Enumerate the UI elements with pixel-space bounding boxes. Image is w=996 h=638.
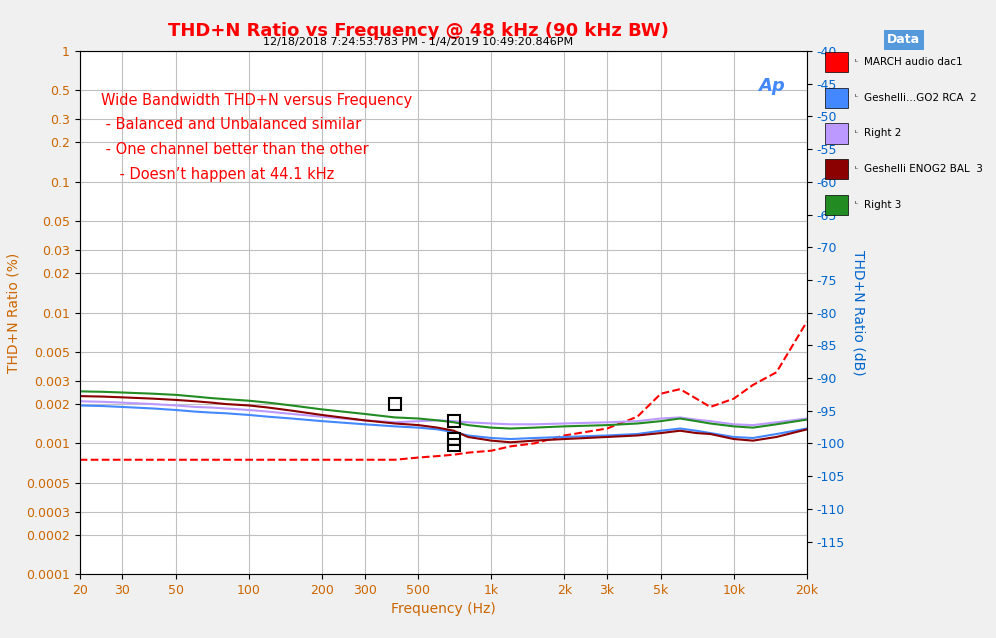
Text: THD+N Ratio vs Frequency @ 48 kHz (90 kHz BW): THD+N Ratio vs Frequency @ 48 kHz (90 kH…: [168, 22, 668, 40]
Text: Data: Data: [887, 33, 920, 47]
Bar: [825, 159, 848, 179]
Text: ᴸ: ᴸ: [855, 93, 858, 102]
Text: Geshelli...GO2 RCA  2: Geshelli...GO2 RCA 2: [865, 93, 977, 103]
Text: Ap: Ap: [758, 77, 785, 95]
Text: Wide Bandwidth THD+N versus Frequency
 - Balanced and Unbalanced similar
 - One : Wide Bandwidth THD+N versus Frequency - …: [102, 93, 412, 182]
Text: ᴸ: ᴸ: [855, 200, 858, 209]
Bar: [825, 123, 848, 144]
Text: ᴸ: ᴸ: [855, 129, 858, 138]
Text: Right 2: Right 2: [865, 128, 901, 138]
Bar: [825, 52, 848, 72]
Y-axis label: THD+N Ratio (dB): THD+N Ratio (dB): [852, 250, 866, 375]
X-axis label: Frequency (Hz): Frequency (Hz): [390, 602, 496, 616]
Text: Right 3: Right 3: [865, 200, 901, 210]
Text: ᴸ: ᴸ: [855, 165, 858, 174]
Y-axis label: THD+N Ratio (%): THD+N Ratio (%): [6, 253, 20, 373]
Text: 12/18/2018 7:24:53.783 PM - 1/4/2019 10:49:20.846PM: 12/18/2018 7:24:53.783 PM - 1/4/2019 10:…: [263, 37, 574, 47]
Text: Geshelli ENOG2 BAL  3: Geshelli ENOG2 BAL 3: [865, 164, 983, 174]
Text: MARCH audio dac1: MARCH audio dac1: [865, 57, 963, 67]
Bar: [825, 87, 848, 108]
Text: ᴸ: ᴸ: [855, 57, 858, 66]
Bar: [825, 195, 848, 215]
